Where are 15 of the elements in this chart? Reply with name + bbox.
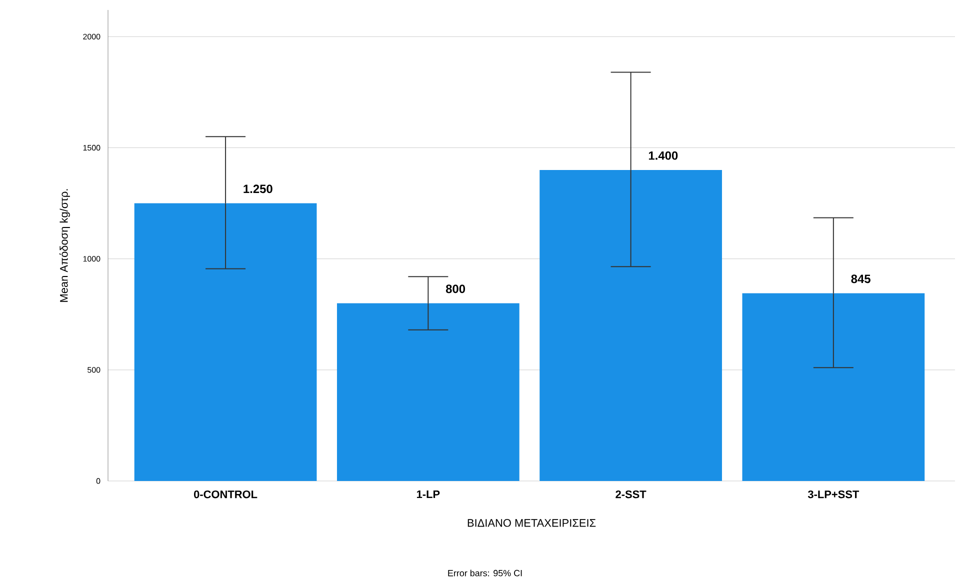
data-label: 1.400	[648, 151, 678, 160]
text: Error bars: 95% CI	[448, 570, 522, 576]
data-label: 845	[851, 274, 870, 284]
x-tick-label: 0-CONTROL	[194, 490, 258, 498]
bar	[742, 293, 925, 481]
bar	[336, 303, 520, 481]
data-label: 1.250	[244, 184, 272, 194]
data-label: 800	[446, 284, 466, 294]
x-axis-title: ΒΙΔΙΑΝΟ ΜΕΤΑΧΕΙΡΙΣΕΙΣ	[468, 519, 596, 527]
bar	[540, 170, 722, 481]
bar	[134, 203, 317, 481]
y-axis-title: Mean Απόδοση kg/στρ.	[59, 189, 70, 302]
x-tick-label: 3-LP+SST	[808, 490, 860, 498]
x-tick-label: 2-SST	[616, 490, 646, 498]
x-tick-label: 1-LP	[416, 490, 440, 498]
